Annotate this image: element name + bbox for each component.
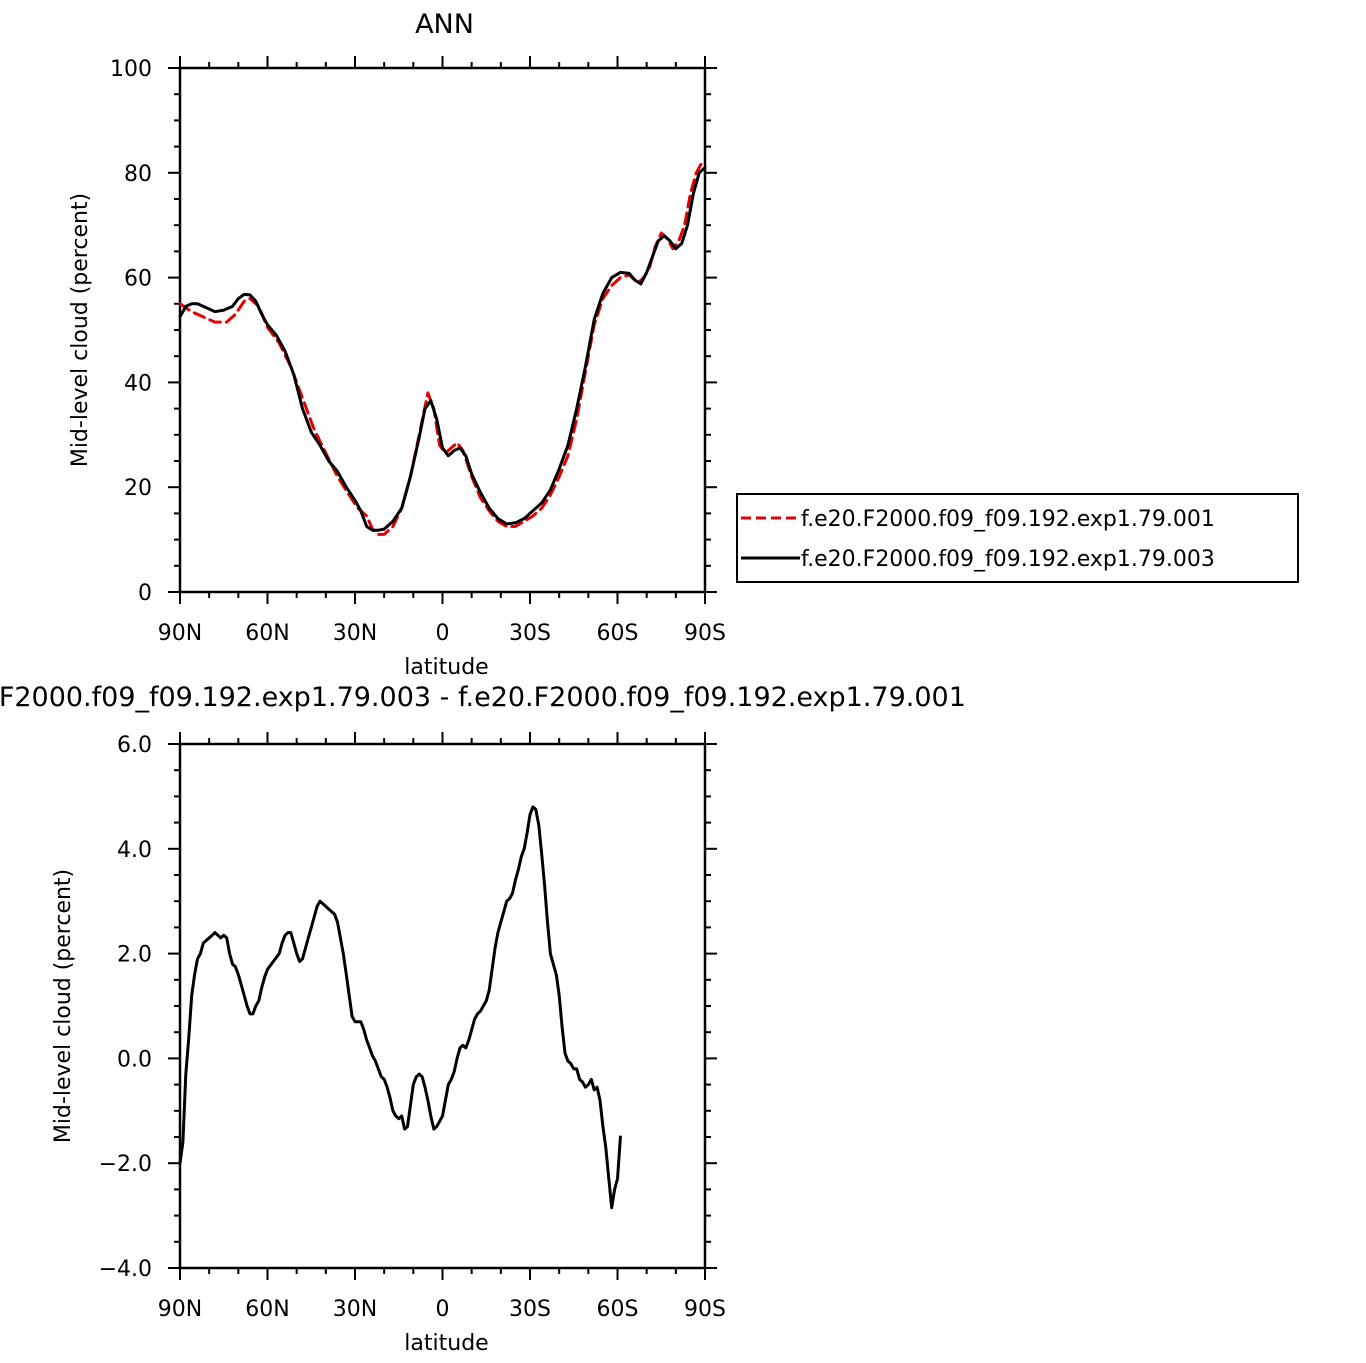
y-tick-label: 0	[138, 581, 152, 606]
y-axis-label: Mid-level cloud (percent)	[68, 193, 93, 467]
x-tick-label: 90S	[684, 621, 726, 646]
y-tick-label: 4.0	[117, 838, 152, 863]
chart-bottom: f.e20.F2000.f09_f09.192.exp1.79.003 - f.…	[0, 682, 966, 1356]
x-tick-label: 60N	[245, 621, 289, 646]
chart-title: ANN	[415, 9, 474, 40]
y-tick-label: 2.0	[117, 943, 152, 968]
x-tick-label: 30S	[509, 621, 551, 646]
x-tick-label: 60S	[597, 1297, 639, 1322]
legend-label: f.e20.F2000.f09_f09.192.exp1.79.003	[801, 547, 1215, 572]
legend: f.e20.F2000.f09_f09.192.exp1.79.001 f.e20…	[736, 493, 1299, 583]
x-axis-label: latitude	[404, 1331, 488, 1356]
chart-top: ANN 90N 60N 30N 0 30S 60S 90S 0 20 40 60 80 100 latitu…	[68, 9, 726, 680]
series-line	[178, 166, 707, 532]
x-tick-label: 30S	[509, 1297, 551, 1322]
y-tick-label: 100	[110, 57, 152, 82]
y-tick-label: −4.0	[99, 1257, 152, 1282]
x-tick-label: 0	[436, 1297, 450, 1322]
y-tick-label: 80	[124, 162, 152, 187]
y-axis-label: Mid-level cloud (percent)	[51, 869, 76, 1143]
x-tick-label: 90N	[158, 621, 202, 646]
y-tick-label: 40	[124, 371, 152, 396]
series-line	[178, 805, 622, 1210]
y-tick-label: 0.0	[117, 1047, 152, 1072]
legend-label: f.e20.F2000.f09_f09.192.exp1.79.001	[801, 507, 1215, 532]
x-tick-label: 60N	[245, 1297, 289, 1322]
x-tick-label: 90S	[684, 1297, 726, 1322]
x-tick-label: 30N	[333, 621, 377, 646]
x-tick-label: 90N	[158, 1297, 202, 1322]
chart-title: f.e20.F2000.f09_f09.192.exp1.79.003 - f.…	[0, 682, 966, 713]
x-axis-label: latitude	[404, 655, 488, 680]
y-tick-label: −2.0	[99, 1152, 152, 1177]
x-tick-label: 30N	[333, 1297, 377, 1322]
plot-frame	[178, 742, 707, 1270]
y-tick-label: 20	[124, 476, 152, 501]
x-tick-label: 60S	[597, 621, 639, 646]
series-line-dashed	[178, 160, 707, 536]
legend-box	[736, 493, 1299, 583]
y-tick-label: 60	[124, 267, 152, 292]
x-tick-label: 0	[436, 621, 450, 646]
plot-frame	[178, 66, 707, 594]
y-tick-label: 6.0	[117, 733, 152, 758]
